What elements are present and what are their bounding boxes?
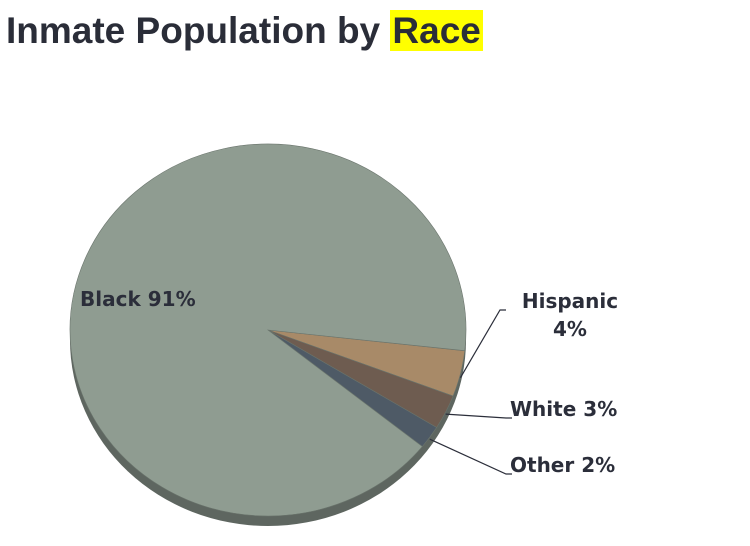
value-label: 91% [148, 287, 196, 311]
leader-line [429, 438, 512, 475]
category-label: Black [80, 287, 141, 311]
data-label: Hispanic 4% [522, 289, 618, 341]
leader-line [445, 413, 512, 419]
data-label: Black 91% [80, 287, 196, 311]
value-label: 2% [581, 453, 615, 477]
value-label: 3% [583, 397, 617, 421]
title-highlight: Race [390, 10, 483, 51]
value-label: 4% [553, 317, 587, 341]
leader-line [459, 309, 506, 379]
category-label: Other [510, 453, 574, 477]
chart-title: Inmate Population by Race [6, 10, 483, 51]
category-label: Hispanic [522, 289, 618, 313]
category-label: White [510, 397, 576, 421]
data-label: Other 2% [510, 453, 615, 477]
pie-slice [69, 143, 467, 517]
data-label: White 3% [510, 397, 617, 421]
